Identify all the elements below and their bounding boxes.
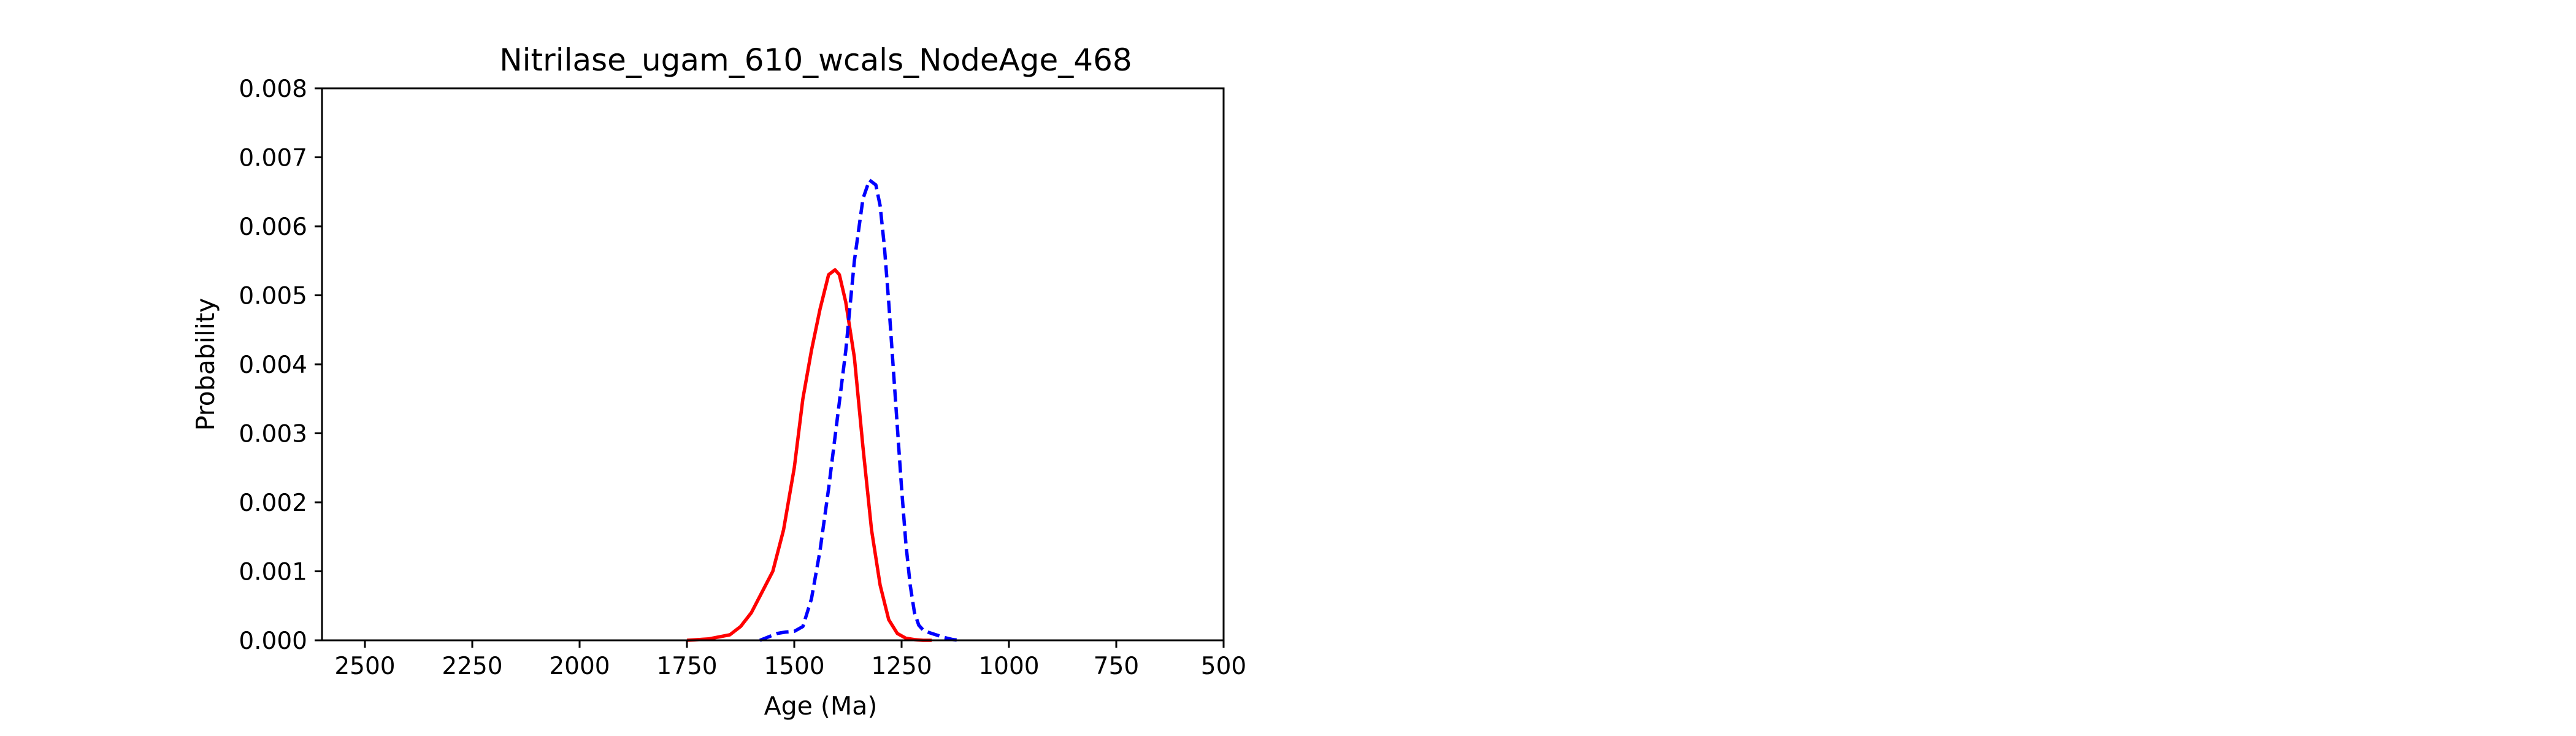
series-line-1 [686, 268, 932, 642]
x-axis-label: Age (Ma) [764, 691, 878, 721]
plot-area [322, 88, 1224, 640]
x-tick-label: 1000 [978, 653, 1039, 680]
chart-title: Nitrilase_ugam_610_wcals_NodeAge_468 [499, 42, 1132, 78]
y-tick-label: 0.000 [239, 627, 307, 655]
y-axis-label: Probability [191, 298, 220, 431]
y-tick-label: 0.007 [239, 145, 307, 172]
series-layer [686, 178, 962, 642]
x-tick-label: 2250 [442, 653, 502, 680]
y-tick-label: 0.002 [239, 489, 307, 517]
x-tick-label: 750 [1094, 653, 1139, 680]
x-tick-label: 500 [1201, 653, 1246, 680]
y-tick-label: 0.004 [239, 351, 307, 379]
y-tick-label: 0.001 [239, 559, 307, 586]
x-tick-label: 1500 [764, 653, 824, 680]
x-tick-label: 1750 [656, 653, 717, 680]
y-tick-label: 0.006 [239, 213, 307, 241]
series-line-2 [759, 178, 962, 642]
y-tick-label: 0.008 [239, 75, 307, 103]
y-axis: 0.000 0.001 0.002 0.003 0.004 0.005 0.006 0.007… [239, 75, 322, 655]
y-tick-label: 0.003 [239, 421, 307, 448]
x-axis: 2500 2250 2000 1750 1500 1250 1000 750 500 [334, 640, 1246, 680]
y-tick-label: 0.005 [239, 283, 307, 310]
x-tick-label: 2000 [549, 653, 610, 680]
x-tick-label: 1250 [871, 653, 932, 680]
x-tick-label: 2500 [334, 653, 395, 680]
